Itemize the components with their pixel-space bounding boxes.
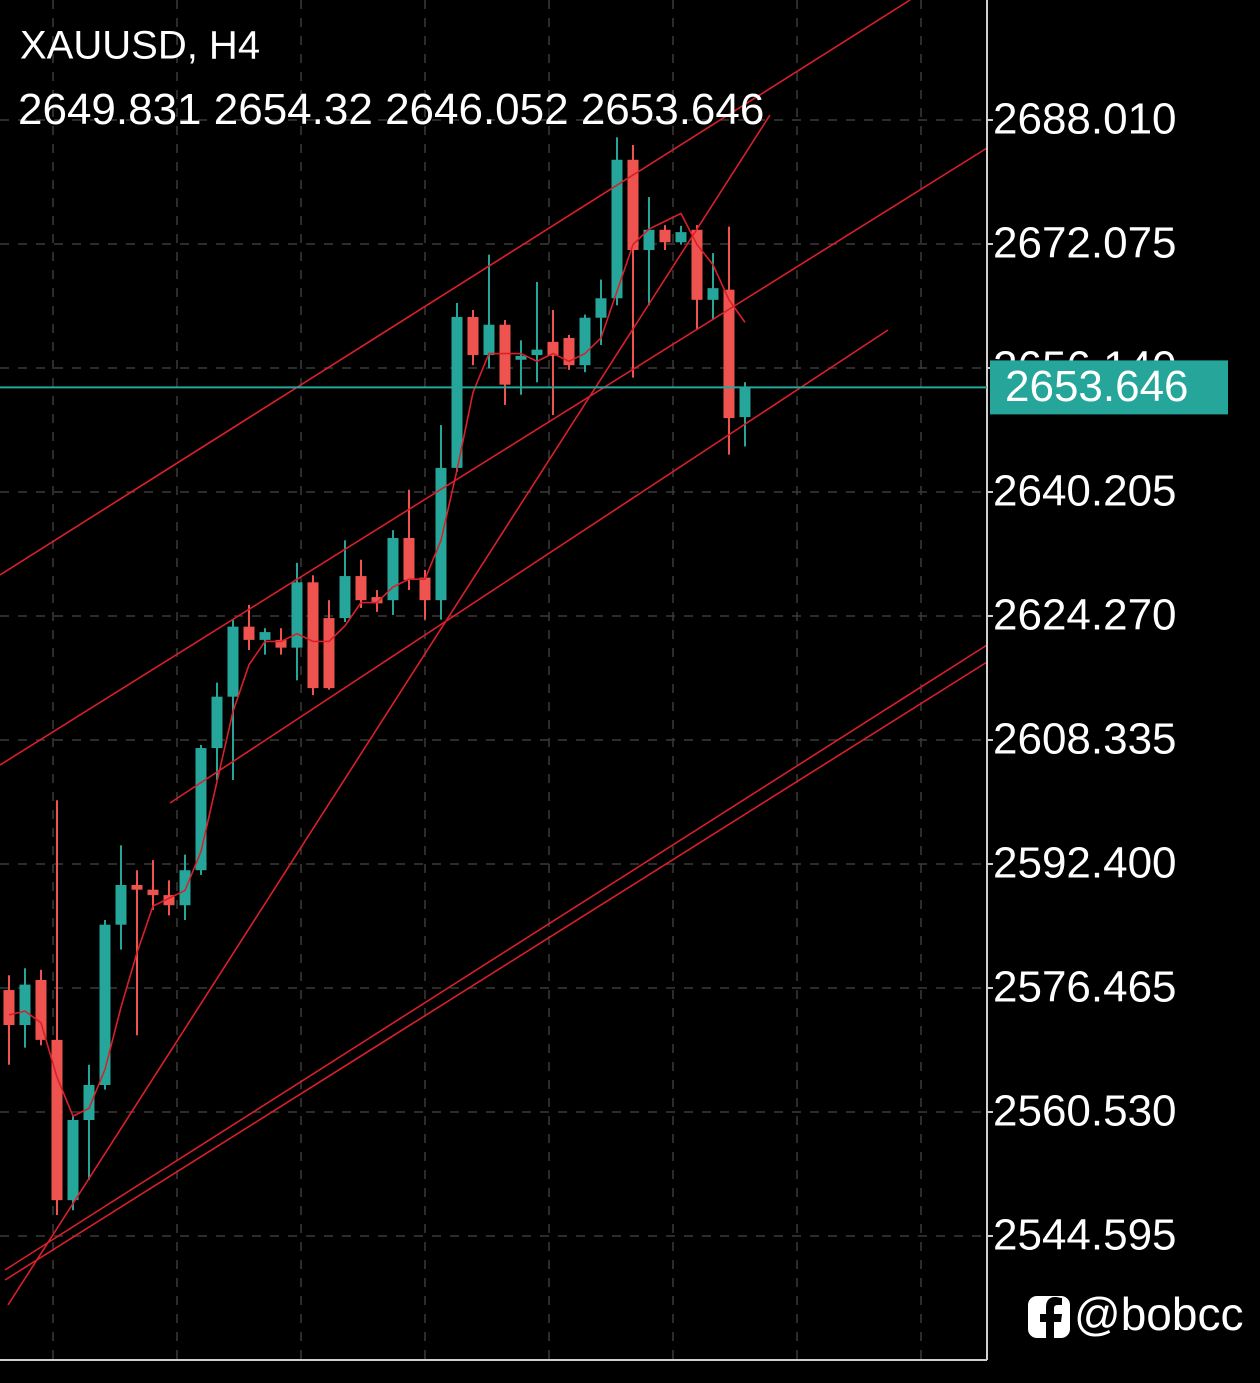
candle-body (67, 1120, 79, 1201)
candle-body (595, 298, 607, 318)
candle-body (659, 229, 671, 243)
ohlc-readout: 2649.831 2654.32 2646.052 2653.646 (18, 85, 764, 134)
trend-line (0, 147, 988, 766)
facebook-glyph (1040, 1297, 1062, 1338)
candle-body (643, 229, 655, 251)
high-readout: 2654.32 (214, 85, 373, 134)
y-tick-label: 2592.400 (993, 839, 1177, 888)
y-tick-label: 2688.010 (993, 95, 1177, 144)
candle-body (147, 889, 159, 896)
y-tick-label: 2576.465 (993, 963, 1177, 1012)
trend-line (169, 329, 889, 804)
candle-body (323, 618, 335, 689)
indicator (8, 212, 746, 1118)
candle-body (483, 324, 495, 356)
trend-line (4, 661, 988, 1281)
moving-average-line (8, 212, 746, 1118)
candle-body (691, 229, 703, 300)
chart-title: XAUUSD, H4 (20, 24, 260, 68)
trend-lines (0, 0, 988, 1306)
candle-body (195, 748, 207, 871)
candle-body (259, 632, 271, 640)
candle-body (419, 577, 431, 601)
candle-body (51, 1039, 63, 1201)
candle-body (531, 349, 543, 356)
y-tick-label: 2672.075 (993, 219, 1177, 268)
candle-body (99, 924, 111, 1085)
y-tick-label: 2560.530 (993, 1087, 1177, 1136)
candle-body (275, 639, 287, 648)
candle-body (499, 324, 511, 385)
candle-body (547, 341, 559, 356)
candle-body (83, 1084, 95, 1121)
candle-body (3, 990, 15, 1026)
candle-body (723, 289, 735, 419)
candle-body (131, 885, 143, 890)
horizontal-grid (0, 119, 987, 1237)
candle-body (707, 288, 719, 300)
candle-body (339, 576, 351, 619)
candle-body (563, 337, 575, 366)
trend-line (7, 114, 771, 1306)
candle-body (163, 895, 175, 906)
candle-body (371, 597, 383, 604)
candle-body (611, 159, 623, 299)
candle-body (355, 576, 367, 601)
last-price-label: 2653.646 (1005, 362, 1189, 411)
last-price-box (990, 360, 1228, 415)
y-tick-label: 2544.595 (993, 1211, 1177, 1260)
candle-body (515, 355, 527, 360)
candle-body (19, 984, 31, 1026)
candle-body (291, 582, 303, 648)
last-price: 2653.646 (0, 360, 1228, 415)
candle-body (403, 537, 415, 580)
open-readout: 2649.831 (18, 85, 202, 134)
candle-body (739, 387, 751, 418)
y-tick-label: 2640.205 (993, 467, 1177, 516)
candle-body (227, 626, 239, 697)
watermark-text: @bobcc (1074, 1288, 1243, 1340)
candle-body (627, 159, 639, 251)
candle-body (435, 467, 447, 601)
y-tick-label: 2608.335 (993, 715, 1177, 764)
low-readout: 2646.052 (385, 85, 569, 134)
candle-body (675, 232, 687, 243)
trend-line (4, 644, 988, 1271)
candle-body (243, 626, 255, 640)
trend-line (0, 0, 911, 576)
candle-body (451, 316, 463, 468)
candles (3, 137, 751, 1215)
candle-body (579, 317, 591, 366)
candle-body (35, 979, 47, 1040)
y-tick-label: 2624.270 (993, 591, 1177, 640)
candle-body (387, 537, 399, 601)
candle-body (307, 582, 319, 689)
close-readout: 2653.646 (581, 85, 765, 134)
candle-body (115, 885, 127, 925)
watermark: @bobcc (1028, 1288, 1243, 1340)
candle-body (467, 316, 479, 356)
candle-body (179, 870, 191, 906)
candle-body (211, 696, 223, 749)
